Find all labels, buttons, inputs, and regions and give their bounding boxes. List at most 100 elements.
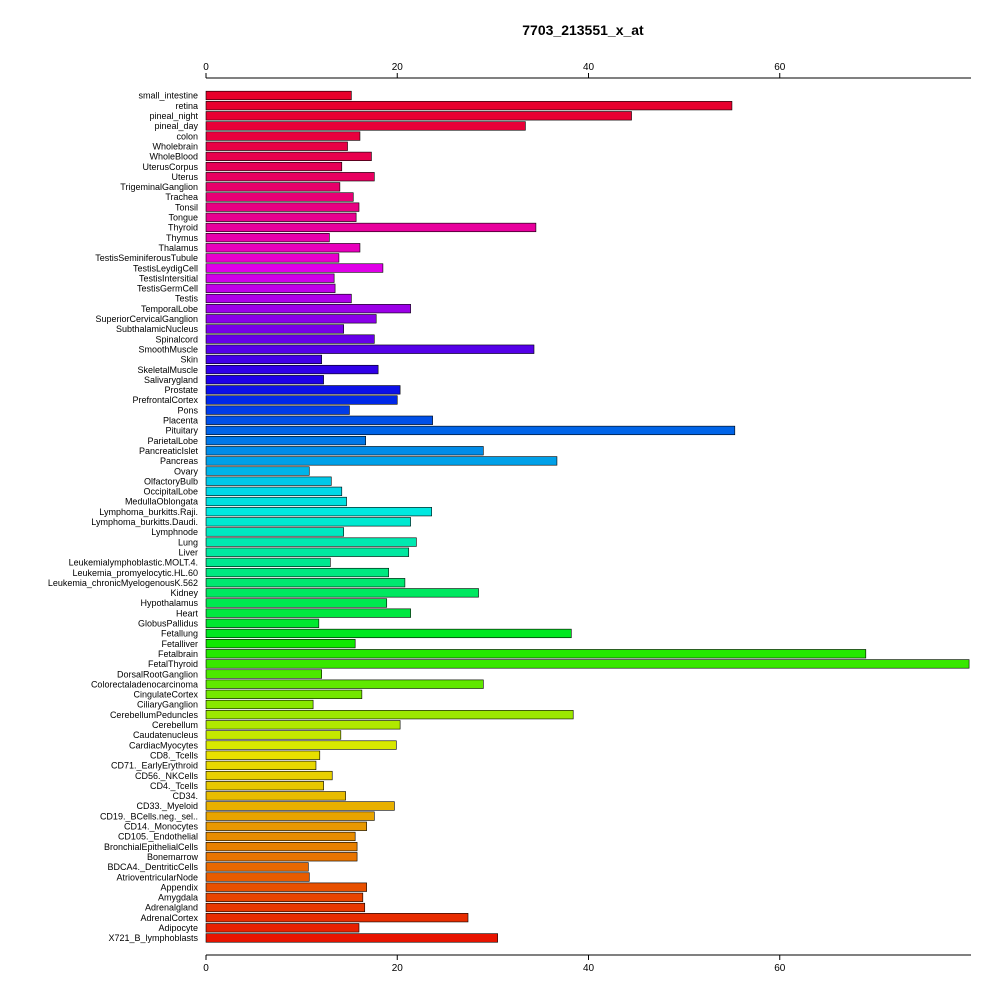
category-label: X721_B_lymphoblasts <box>108 933 198 943</box>
category-label: MedullaOblongata <box>125 497 198 507</box>
category-label: CD14._Monocytes <box>124 822 199 832</box>
category-label: CD19._BCells.neg._sel.. <box>100 811 198 821</box>
bar <box>205 669 323 679</box>
bar <box>205 314 377 324</box>
bar <box>205 831 356 842</box>
bar <box>205 435 366 446</box>
category-label: PrefrontalCortex <box>132 395 198 405</box>
bar <box>205 933 498 943</box>
bar <box>205 364 379 375</box>
category-label: Wholebrain <box>152 141 198 151</box>
bar <box>205 638 356 649</box>
bar <box>205 628 572 639</box>
bar <box>205 486 343 496</box>
category-label: Lymphoma_burkitts.Raji. <box>99 507 198 517</box>
category-label: Lung <box>178 537 198 547</box>
top-axis-tick-label: 20 <box>392 62 404 73</box>
category-label: AtrioventricularNode <box>116 872 198 882</box>
bar <box>205 263 384 273</box>
bar <box>205 852 358 862</box>
bar <box>205 476 332 486</box>
bar <box>205 293 352 304</box>
bar <box>205 202 360 212</box>
category-label: Appendix <box>160 882 198 892</box>
category-label: CD8._Tcells <box>150 750 199 760</box>
category-label: CD4._Tcells <box>150 781 199 791</box>
bar <box>205 923 360 933</box>
bar <box>205 425 736 436</box>
bar <box>205 699 314 710</box>
bar <box>205 537 417 547</box>
category-label: Tongue <box>168 213 198 223</box>
bar <box>205 344 535 354</box>
category-label: AdrenalCortex <box>140 913 198 923</box>
bar <box>205 801 395 811</box>
bar <box>205 791 346 801</box>
category-label: CardiacMyocytes <box>129 740 199 750</box>
bar <box>205 182 341 192</box>
bar <box>205 243 361 253</box>
category-label: Hypothalamus <box>140 598 198 608</box>
bar <box>205 466 310 476</box>
bar <box>205 101 733 111</box>
category-label: Leukemia_chronicMyelogenousK.562 <box>48 578 198 588</box>
bar <box>205 172 375 182</box>
top-axis-tick-label: 60 <box>774 62 786 73</box>
bar <box>205 892 364 902</box>
category-label: Fetalbrain <box>158 649 198 659</box>
bar <box>205 781 324 791</box>
top-axis-tick-label: 0 <box>203 62 209 73</box>
category-label: TestisLeydigCell <box>133 263 198 273</box>
bar <box>205 598 388 608</box>
bar <box>205 141 348 151</box>
category-label: Thyroid <box>168 223 198 233</box>
bar <box>205 841 358 852</box>
category-label: FetalThyroid <box>148 659 198 669</box>
category-label: Prostate <box>164 385 198 395</box>
category-label: Amygdala <box>158 893 198 903</box>
bar <box>205 385 401 395</box>
bar <box>205 760 317 770</box>
bars <box>205 90 970 943</box>
bar <box>205 567 389 578</box>
bar <box>205 233 330 243</box>
bar <box>205 618 320 628</box>
bar <box>205 750 321 760</box>
bar <box>205 882 367 892</box>
category-label: TestisIntersitial <box>139 273 198 283</box>
bar <box>205 161 343 172</box>
bottom-axis: 0 20 40 60 <box>203 954 971 974</box>
category-label: Placenta <box>163 416 198 426</box>
bar <box>205 375 324 385</box>
bar <box>205 557 331 567</box>
bar <box>205 608 411 618</box>
category-label: pineal_night <box>149 111 198 121</box>
bar <box>205 770 333 781</box>
category-label: retina <box>175 101 198 111</box>
bar <box>205 720 401 730</box>
bar <box>205 679 484 689</box>
bar <box>205 689 363 699</box>
category-label: SkeletalMuscle <box>137 365 198 375</box>
category-label: CD105._Endothelial <box>118 832 198 842</box>
category-label: Uterus <box>171 172 198 182</box>
category-label: SuperiorCervicalGanglion <box>95 314 198 324</box>
bar <box>205 730 342 740</box>
bar <box>205 131 361 141</box>
category-label: PancreaticIslet <box>139 446 199 456</box>
category-label: Lymphoma_burkitts.Daudi. <box>91 517 198 527</box>
category-label: Adrenalgland <box>145 903 198 913</box>
category-label: SmoothMuscle <box>138 344 198 354</box>
category-label: WholeBlood <box>149 152 198 162</box>
category-label: BDCA4._DentriticCells <box>107 862 198 872</box>
bar <box>205 192 354 202</box>
bar <box>205 588 479 598</box>
bar <box>205 710 574 720</box>
bar <box>205 740 397 750</box>
category-label: TestisGermCell <box>137 284 198 294</box>
chart-title: 7703_213551_x_at <box>522 22 644 38</box>
bar <box>205 121 526 131</box>
bottom-axis-tick-label: 40 <box>583 963 595 974</box>
category-label: OlfactoryBulb <box>144 476 198 486</box>
category-label: Fetalliver <box>161 639 198 649</box>
